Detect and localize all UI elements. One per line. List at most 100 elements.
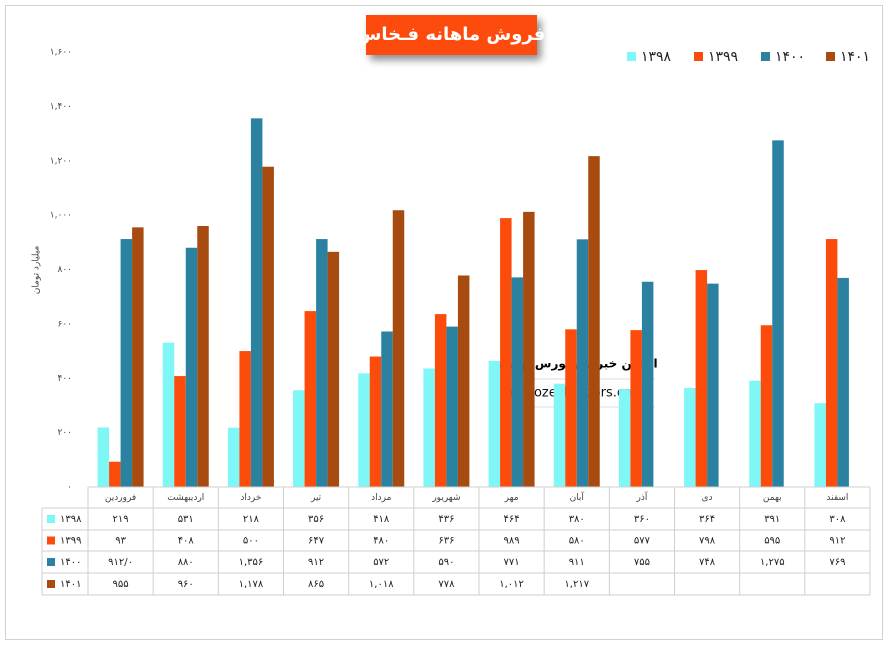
- legend-label: ۱۴۰۱: [840, 49, 870, 65]
- bar: [749, 380, 761, 487]
- x-tick-label: اسفند: [826, 493, 848, 503]
- table-cell: ۵۳۱: [178, 514, 194, 525]
- table-legend-swatch: [47, 515, 55, 523]
- bar: [369, 356, 382, 487]
- table-cell: ۹۱۲: [829, 536, 845, 547]
- x-tick-label: فروردین: [105, 493, 136, 503]
- bar: [132, 227, 144, 487]
- table-cell: ۳۰۸: [829, 514, 846, 525]
- table-cell: ۹۸۹: [504, 536, 520, 547]
- table-cell: ۹۱۲/۰: [108, 557, 133, 568]
- table-cell: ۲۱۹: [113, 514, 129, 525]
- table-row-header: ۱۳۹۹: [60, 536, 81, 547]
- bar: [618, 389, 631, 487]
- bar: [553, 383, 566, 487]
- table-cell: ۲۱۸: [243, 514, 260, 525]
- table-cell: ۳۹۱: [764, 514, 780, 525]
- table-cell: ۷۶۹: [829, 557, 845, 568]
- table-legend-swatch: [47, 536, 55, 545]
- table-cell: ۵۷۷: [634, 536, 651, 547]
- y-tick-label: ۴۰۰: [57, 374, 72, 384]
- bar: [381, 331, 393, 487]
- legend-swatch: [761, 52, 770, 61]
- bar: [588, 156, 600, 488]
- x-tick-label: خرداد: [240, 493, 261, 503]
- legend-swatch: [694, 52, 703, 61]
- bar: [825, 239, 838, 487]
- table-cell: ۴۳۶: [438, 514, 454, 525]
- legend-label: ۱۴۰۰: [775, 49, 805, 65]
- table-cell: ۹۵۵: [113, 579, 129, 590]
- bar: [446, 326, 458, 487]
- legend-label: ۱۳۹۸: [641, 49, 672, 65]
- bar: [185, 247, 198, 487]
- bar: [772, 140, 784, 487]
- table-cell: ۱,۰۱۸: [369, 579, 394, 590]
- bar: [488, 360, 501, 487]
- table-cell: ۱,۲۷۵: [760, 557, 785, 568]
- legend-swatch: [627, 52, 636, 61]
- x-tick-label: تیر: [310, 493, 322, 503]
- title-box: [366, 15, 537, 55]
- y-tick-label: ۰: [67, 483, 72, 493]
- table-cell: ۳۶۰: [634, 514, 650, 525]
- bar: [162, 342, 175, 487]
- bar: [120, 239, 133, 487]
- y-tick-label: ۱,۰۰۰: [50, 211, 72, 221]
- bar: [695, 270, 708, 487]
- table-cell: ۶۳۶: [438, 536, 454, 547]
- table-cell: ۹۳: [115, 536, 126, 547]
- y-tick-label: ۲۰۰: [57, 428, 72, 438]
- x-tick-label: مهر: [504, 493, 519, 503]
- table-cell: ۱,۳۵۶: [239, 557, 264, 568]
- bar: [837, 277, 849, 487]
- table-cell: ۹۶۰: [178, 579, 194, 590]
- bar: [423, 368, 435, 487]
- table-cell: ۱,۰۱۲: [499, 579, 524, 590]
- table-cell: ۵۹۵: [764, 536, 780, 547]
- table-cell: ۶۴۷: [308, 536, 325, 547]
- bar: [97, 427, 110, 487]
- table-cell: ۸۶۵: [308, 579, 324, 590]
- table-cell: ۳۶۴: [699, 514, 715, 525]
- bar: [500, 218, 512, 487]
- table-cell: ۵۹۰: [438, 557, 454, 568]
- legend-label: ۱۳۹۹: [708, 49, 738, 65]
- bar: [434, 314, 447, 487]
- y-tick-label: ۱,۴۰۰: [50, 102, 72, 112]
- legend-swatch: [826, 52, 835, 61]
- bar: [358, 373, 370, 487]
- bar: [641, 281, 654, 487]
- bar: [227, 427, 240, 487]
- bar: [250, 118, 263, 488]
- table-cell: ۷۹۸: [699, 536, 716, 547]
- chart-title: فروش ماهانه فـخاس: [357, 24, 546, 45]
- x-tick-label: اردیبهشت: [167, 493, 204, 503]
- table-cell: ۴۰۸: [178, 536, 195, 547]
- x-tick-label: شهریور: [431, 493, 460, 503]
- bar: [197, 226, 209, 487]
- table-cell: ۷۷۸: [438, 579, 455, 590]
- bar: [174, 376, 186, 487]
- table-cell: ۵۸۰: [569, 536, 585, 547]
- x-tick-label: مرداد: [371, 493, 391, 503]
- bar: [392, 210, 405, 487]
- table-cell: ۸۸۰: [178, 557, 194, 568]
- x-tick-label: آذر: [635, 491, 647, 503]
- table-cell: ۱,۱۷۸: [239, 579, 264, 590]
- bar: [293, 390, 305, 487]
- table-row-header: ۱۴۰۰: [60, 557, 81, 568]
- table-cell: ۵۰۰: [243, 536, 259, 547]
- y-axis-label: میلیارد تومان: [32, 246, 42, 295]
- x-tick-label: آبان: [570, 491, 585, 503]
- bar: [760, 325, 773, 487]
- table-legend-swatch: [47, 558, 55, 566]
- y-tick-label: ۸۰۰: [57, 265, 72, 275]
- table-cell: ۵۷۲: [373, 557, 389, 568]
- bar: [814, 403, 826, 487]
- bar: [707, 283, 719, 487]
- table-cell: ۷۵۵: [634, 557, 650, 568]
- bar: [239, 351, 251, 487]
- table-cell: ۷۴۸: [699, 557, 716, 568]
